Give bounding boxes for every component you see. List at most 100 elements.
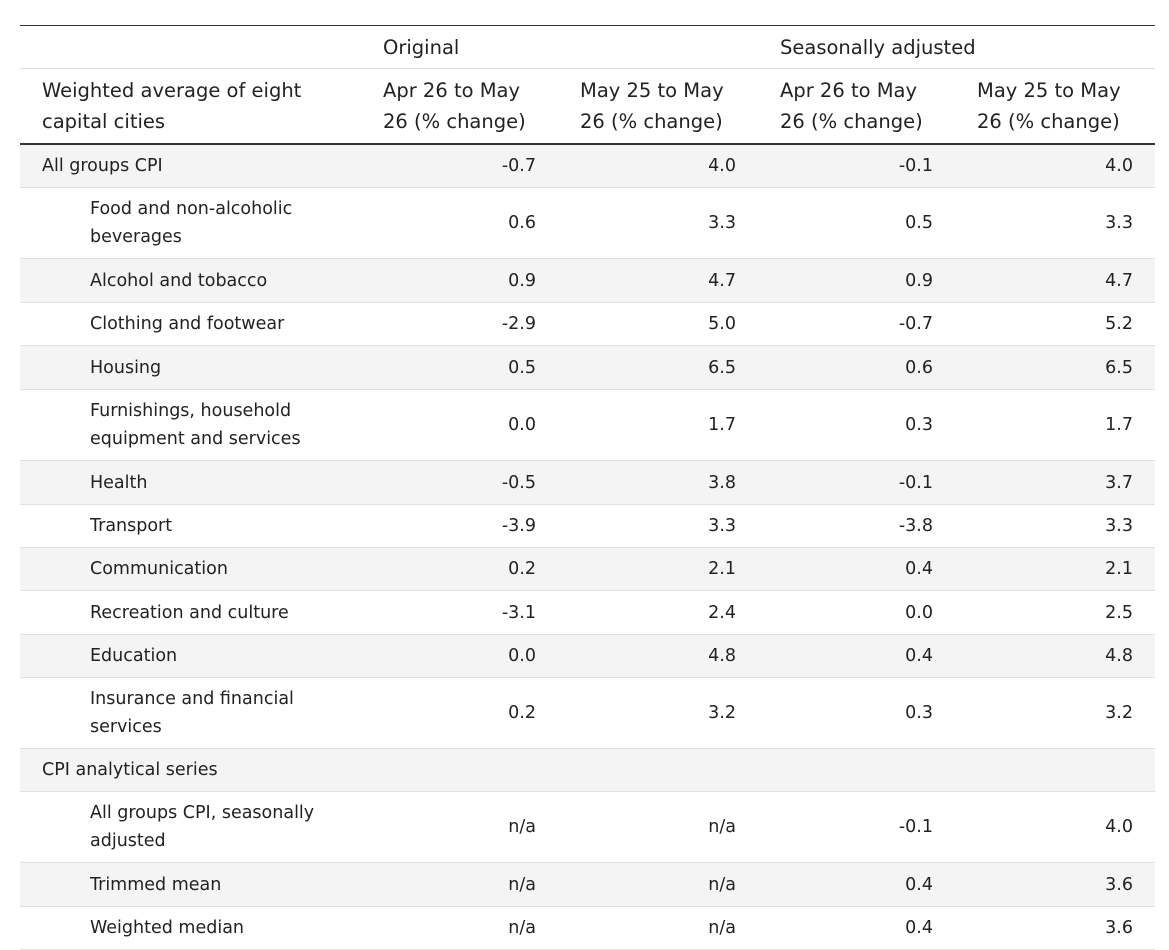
- cell-sa-annual: 4.8: [955, 634, 1155, 678]
- cell-sa-annual: 3.3: [955, 504, 1155, 548]
- group-header-seasonally-adjusted: Seasonally adjusted: [758, 25, 1155, 69]
- cell-original-annual: 3.8: [558, 460, 758, 505]
- cell-sa-annual: 2.1: [955, 547, 1155, 591]
- row-label: Clothing and footwear: [20, 302, 361, 346]
- table-row: All groups CPI, seasonally adjusted n/a …: [20, 791, 1155, 863]
- column-header-original-monthly: Apr 26 to May 26 (% change): [361, 68, 558, 145]
- row-label: Food and non-alcoholic beverages: [20, 187, 361, 259]
- cell-sa-annual: 2.5: [955, 590, 1155, 635]
- row-label: Alcohol and tobacco: [20, 258, 361, 303]
- cell-sa-monthly: -0.1: [758, 144, 955, 188]
- row-label: All groups CPI: [20, 144, 361, 188]
- table-row: Housing 0.5 6.5 0.6 6.5: [20, 345, 1155, 390]
- cell-sa-monthly: [758, 748, 955, 792]
- cell-original-monthly: [361, 748, 558, 792]
- cell-original-annual: 1.7: [558, 389, 758, 461]
- cell-original-monthly: 0.2: [361, 547, 558, 591]
- cell-original-monthly: 0.0: [361, 389, 558, 461]
- cell-original-monthly: n/a: [361, 862, 558, 907]
- table-body: All groups CPI -0.7 4.0 -0.1 4.0 Food an…: [20, 144, 1155, 950]
- cell-sa-monthly: -0.1: [758, 791, 955, 863]
- cell-original-annual: 3.2: [558, 677, 758, 749]
- column-header-sa-annual: May 25 to May 26 (% change): [955, 68, 1155, 145]
- cell-original-annual: n/a: [558, 791, 758, 863]
- row-label: Trimmed mean: [20, 862, 361, 907]
- row-label: Communication: [20, 547, 361, 591]
- row-label: Transport: [20, 504, 361, 548]
- group-header-original: Original: [361, 25, 758, 69]
- cell-sa-monthly: 0.0: [758, 590, 955, 635]
- cpi-table: Original Seasonally adjusted Weighted av…: [20, 25, 1155, 950]
- row-label: All groups CPI, seasonally adjusted: [20, 791, 361, 863]
- cell-original-annual: 6.5: [558, 345, 758, 390]
- cell-original-monthly: -0.5: [361, 460, 558, 505]
- cell-sa-annual: [955, 748, 1155, 792]
- cell-sa-annual: 4.0: [955, 791, 1155, 863]
- cell-original-annual: 2.4: [558, 590, 758, 635]
- cell-original-monthly: 0.0: [361, 634, 558, 678]
- cell-original-annual: 4.0: [558, 144, 758, 188]
- cell-original-annual: 4.7: [558, 258, 758, 303]
- cell-sa-monthly: 0.9: [758, 258, 955, 303]
- cell-original-monthly: -0.7: [361, 144, 558, 188]
- cell-sa-monthly: -0.7: [758, 302, 955, 346]
- cell-sa-annual: 5.2: [955, 302, 1155, 346]
- table-row: Trimmed mean n/a n/a 0.4 3.6: [20, 862, 1155, 907]
- cell-original-annual: [558, 748, 758, 792]
- cell-original-monthly: n/a: [361, 791, 558, 863]
- cell-original-annual: 2.1: [558, 547, 758, 591]
- table-row: Insurance and financial services 0.2 3.2…: [20, 677, 1155, 749]
- table-row: Transport -3.9 3.3 -3.8 3.3: [20, 504, 1155, 548]
- cell-original-annual: 3.3: [558, 187, 758, 259]
- cell-original-monthly: n/a: [361, 906, 558, 950]
- column-header-row: Weighted average of eight capital cities…: [20, 68, 1155, 145]
- row-label: Education: [20, 634, 361, 678]
- group-header-blank: [20, 25, 361, 69]
- cell-sa-annual: 1.7: [955, 389, 1155, 461]
- table-row: Weighted median n/a n/a 0.4 3.6: [20, 906, 1155, 950]
- cell-sa-monthly: 0.4: [758, 862, 955, 907]
- column-header-sa-monthly: Apr 26 to May 26 (% change): [758, 68, 955, 145]
- cell-sa-monthly: 0.3: [758, 677, 955, 749]
- cell-sa-annual: 6.5: [955, 345, 1155, 390]
- cell-sa-annual: 3.6: [955, 862, 1155, 907]
- cell-original-monthly: -3.9: [361, 504, 558, 548]
- row-label: Recreation and culture: [20, 590, 361, 635]
- table-row-all-groups-cpi: All groups CPI -0.7 4.0 -0.1 4.0: [20, 144, 1155, 188]
- cell-original-annual: 3.3: [558, 504, 758, 548]
- table-row: Communication 0.2 2.1 0.4 2.1: [20, 547, 1155, 591]
- cell-sa-monthly: -0.1: [758, 460, 955, 505]
- cell-original-monthly: 0.2: [361, 677, 558, 749]
- row-label: CPI analytical series: [20, 748, 361, 792]
- row-label: Health: [20, 460, 361, 505]
- cell-original-monthly: 0.9: [361, 258, 558, 303]
- row-label: Insurance and financial services: [20, 677, 361, 749]
- cell-sa-monthly: 0.4: [758, 906, 955, 950]
- cell-sa-annual: 3.3: [955, 187, 1155, 259]
- table-header: Original Seasonally adjusted Weighted av…: [20, 25, 1155, 145]
- cell-original-annual: 4.8: [558, 634, 758, 678]
- cell-sa-annual: 3.6: [955, 906, 1155, 950]
- column-header-category: Weighted average of eight capital cities: [20, 68, 361, 145]
- column-header-original-annual: May 25 to May 26 (% change): [558, 68, 758, 145]
- cell-original-monthly: -3.1: [361, 590, 558, 635]
- table-row: Recreation and culture -3.1 2.4 0.0 2.5: [20, 590, 1155, 635]
- table-row: Alcohol and tobacco 0.9 4.7 0.9 4.7: [20, 258, 1155, 303]
- group-header-row: Original Seasonally adjusted: [20, 25, 1155, 69]
- cell-sa-annual: 4.0: [955, 144, 1155, 188]
- table-row: Clothing and footwear -2.9 5.0 -0.7 5.2: [20, 302, 1155, 346]
- cell-sa-monthly: 0.4: [758, 634, 955, 678]
- cell-sa-annual: 4.7: [955, 258, 1155, 303]
- row-label: Housing: [20, 345, 361, 390]
- cell-sa-monthly: 0.6: [758, 345, 955, 390]
- cell-sa-monthly: 0.3: [758, 389, 955, 461]
- cell-sa-monthly: -3.8: [758, 504, 955, 548]
- cell-original-annual: n/a: [558, 906, 758, 950]
- cell-original-monthly: -2.9: [361, 302, 558, 346]
- table-row: Health -0.5 3.8 -0.1 3.7: [20, 460, 1155, 505]
- cell-original-annual: 5.0: [558, 302, 758, 346]
- cell-original-monthly: 0.5: [361, 345, 558, 390]
- table-row: Furnishings, household equipment and ser…: [20, 389, 1155, 461]
- cell-sa-annual: 3.7: [955, 460, 1155, 505]
- cell-sa-monthly: 0.5: [758, 187, 955, 259]
